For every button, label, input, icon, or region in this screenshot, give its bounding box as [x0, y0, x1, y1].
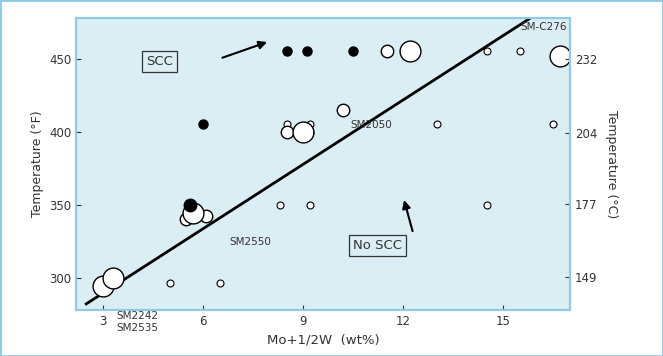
- Y-axis label: Temperature (°F): Temperature (°F): [30, 110, 44, 217]
- Text: SM2550: SM2550: [230, 237, 272, 247]
- Text: SM2242
SM2535: SM2242 SM2535: [116, 311, 158, 333]
- Text: SM2050: SM2050: [350, 120, 392, 130]
- Text: SM-C276: SM-C276: [520, 22, 567, 32]
- Text: No SCC: No SCC: [353, 239, 402, 252]
- X-axis label: Mo+1/2W  (wt%): Mo+1/2W (wt%): [267, 333, 379, 346]
- Text: SCC: SCC: [147, 55, 173, 68]
- Y-axis label: Temperature (°C): Temperature (°C): [605, 110, 619, 218]
